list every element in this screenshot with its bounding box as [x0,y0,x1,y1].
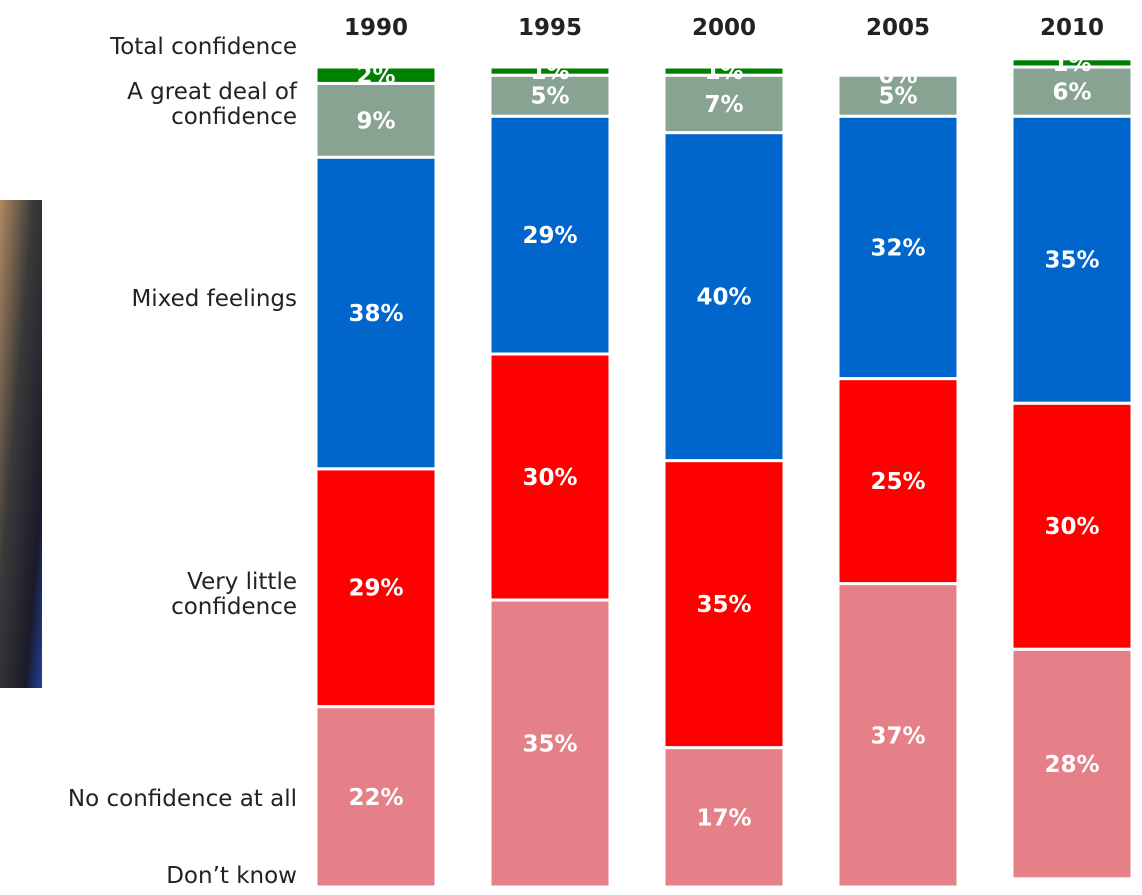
value-label: 7% [704,92,743,118]
bar-segment [836,582,960,889]
value-label: 29% [348,576,403,602]
photo [0,200,42,688]
legend-label: Very little confidence [171,569,297,620]
x-tick-label: 2005 [866,15,930,41]
legend-label: A great deal of confidence [127,79,297,130]
value-label: 40% [696,285,751,311]
value-label: 9% [356,108,395,134]
value-label: 1% [1052,51,1091,77]
bar-segment [488,598,612,889]
value-label: 35% [1044,248,1099,274]
value-label: 30% [522,465,577,491]
bar-segment [662,73,786,135]
value-label: 2% [356,63,395,89]
x-tick-label: 1995 [518,15,582,41]
bar-segment [1010,114,1134,405]
value-label: 22% [348,785,403,811]
bar-segment [314,705,438,889]
value-label: 28% [1044,752,1099,778]
x-tick-label: 1990 [344,15,408,41]
value-label: 6% [1052,80,1091,106]
legend-label: Total confidence [110,34,297,60]
value-label: 37% [870,723,925,749]
bar-segment [662,131,786,463]
bar-segment [1010,57,1134,69]
bar-segment [314,155,438,471]
value-label: 5% [530,84,569,110]
value-label: 30% [1044,514,1099,540]
value-label: 38% [348,301,403,327]
value-label: 35% [522,732,577,758]
value-label: 25% [870,469,925,495]
legend-label: Don’t know [166,863,297,889]
bar-segment [314,81,438,159]
value-label: 29% [522,223,577,249]
bar-segment [1010,647,1134,881]
x-tick-label: 2000 [692,15,756,41]
value-label: 1% [530,59,569,85]
value-label: 1% [704,59,743,85]
bar-segment [488,65,612,77]
legend-label: No confidence at all [67,786,297,812]
bar-segment [1010,401,1134,651]
value-label: 32% [870,235,925,261]
value-label: 35% [696,592,751,618]
legend-label: Mixed feelings [131,286,297,312]
bar-segment [836,114,960,381]
x-tick-label: 2010 [1040,15,1104,41]
value-label: 5% [878,84,917,110]
value-label: 17% [696,805,751,831]
bar-segment [488,73,612,118]
bar-segment [836,73,960,118]
value-label: 0% [878,63,917,89]
bar-segment [662,459,786,750]
bar-segment [314,65,438,85]
bar-segment [488,352,612,602]
bar-segment [662,65,786,77]
bar-segment [836,377,960,586]
